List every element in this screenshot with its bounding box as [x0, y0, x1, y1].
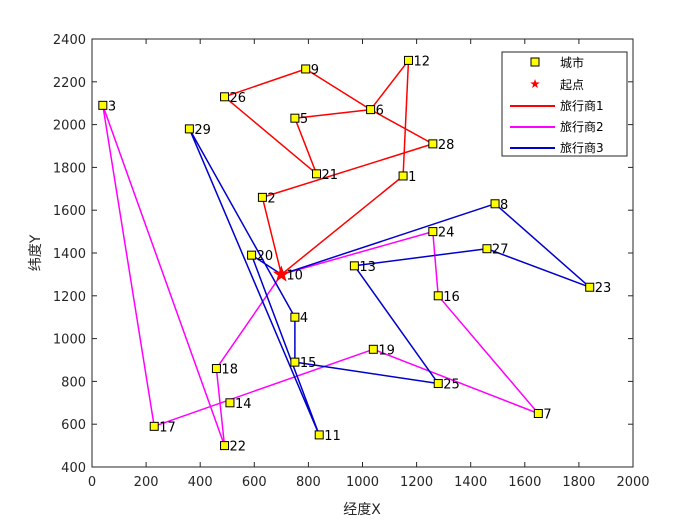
city-marker [290, 357, 300, 367]
x-tick-label: 600 [242, 475, 267, 490]
y-tick-label: 2000 [53, 119, 86, 134]
city-label: 25 [443, 378, 460, 393]
city-label: 26 [230, 91, 247, 106]
legend-city-label: 城市 [560, 55, 584, 70]
city-label: 6 [376, 104, 384, 119]
city-marker [368, 344, 378, 354]
city-marker [403, 55, 413, 65]
city-label: 12 [413, 54, 430, 69]
city-marker [98, 100, 108, 110]
city-label: 27 [492, 243, 509, 258]
city-marker [585, 282, 595, 292]
y-tick-label: 1000 [53, 333, 86, 348]
city-label: 1 [408, 170, 416, 185]
city-marker [398, 171, 408, 181]
city-marker [290, 113, 300, 123]
city-labels: 1234567891112131415161718192021222324252… [108, 54, 611, 454]
city-label: 8 [500, 198, 508, 213]
city-marker [312, 169, 322, 179]
city-label: 24 [438, 226, 455, 241]
x-tick-label: 1600 [508, 475, 541, 490]
legend-box [501, 51, 628, 157]
legend: 城市 起点 旅行商1 旅行商2 旅行商3 [501, 51, 628, 157]
city-label: 29 [194, 123, 211, 138]
city-marker [533, 409, 543, 418]
x-tick-label: 400 [188, 475, 213, 490]
y-tick-label: 1800 [53, 161, 86, 176]
x-tick-label: 1800 [562, 475, 595, 490]
city-marker [433, 379, 443, 389]
y-tick-label: 600 [61, 418, 86, 433]
x-tick-label: 800 [296, 475, 321, 490]
city-label: 7 [543, 408, 551, 423]
city-label: 5 [300, 112, 308, 127]
x-tick-label: 0 [88, 475, 96, 490]
y-axis-title: 纬度Y [28, 234, 44, 271]
route-salesman3 [188, 128, 591, 436]
y-tick-label: 2400 [53, 33, 86, 48]
legend-salesman2-label: 旅行商2 [560, 119, 604, 134]
routes [102, 59, 591, 447]
city-marker [220, 92, 230, 102]
city-label: 21 [322, 168, 339, 183]
city-marker [314, 430, 324, 440]
legend-salesman1-label: 旅行商1 [560, 98, 604, 113]
city-marker [490, 199, 500, 209]
cities [98, 55, 595, 451]
y-tick-label: 800 [61, 375, 86, 390]
city-label: 2 [267, 191, 275, 206]
y-tick-label: 1200 [53, 290, 86, 305]
city-marker [482, 244, 492, 254]
city-label: 17 [159, 420, 176, 435]
route-salesman2 [102, 104, 540, 447]
x-tick-label: 1200 [400, 475, 433, 490]
city-label: 9 [311, 63, 319, 78]
legend-city-marker [530, 57, 540, 67]
city-marker [301, 64, 311, 74]
route-salesman1 [223, 59, 434, 275]
city-marker [184, 124, 194, 134]
city-marker [433, 291, 443, 301]
city-label: 18 [221, 363, 238, 378]
y-tick-label: 2200 [53, 76, 86, 91]
city-label: 28 [438, 138, 455, 153]
city-marker [366, 105, 376, 115]
x-tick-label: 1400 [454, 475, 487, 490]
city-label: 11 [324, 429, 341, 444]
city-label: 4 [300, 311, 308, 326]
city-label: 3 [108, 99, 116, 114]
city-marker [428, 139, 438, 149]
y-tick-label: 1400 [53, 247, 86, 262]
city-marker [211, 364, 221, 374]
city-label: 20 [257, 249, 274, 264]
city-label: 22 [230, 440, 247, 455]
axes: 0 200 400 600 800 1000 1200 1400 1600 1800 2000400… [53, 33, 650, 490]
y-tick-label: 1600 [53, 204, 86, 219]
city-label: 13 [359, 260, 376, 275]
city-marker [149, 421, 159, 431]
city-label: 14 [235, 397, 252, 412]
x-tick-label: 1000 [346, 475, 379, 490]
city-label: 16 [443, 290, 460, 305]
x-axis-title: 经度X [343, 502, 381, 518]
legend-depot-marker [530, 79, 540, 89]
depot-label: 10 [286, 268, 303, 283]
x-tick-label: 200 [134, 475, 159, 490]
city-marker [257, 192, 267, 202]
x-tick-label: 2000 [616, 475, 649, 490]
city-marker [349, 261, 359, 271]
city-label: 23 [595, 281, 612, 296]
legend-depot-label: 起点 [560, 78, 584, 92]
depot-star [272, 265, 290, 282]
city-label: 15 [300, 356, 317, 371]
city-marker [220, 441, 230, 451]
city-label: 19 [378, 343, 395, 358]
city-marker [247, 250, 257, 260]
legend-salesman3-label: 旅行商3 [560, 140, 604, 155]
city-marker [225, 398, 235, 408]
city-marker [290, 312, 300, 322]
city-marker [428, 227, 438, 237]
y-tick-label: 400 [61, 461, 86, 476]
